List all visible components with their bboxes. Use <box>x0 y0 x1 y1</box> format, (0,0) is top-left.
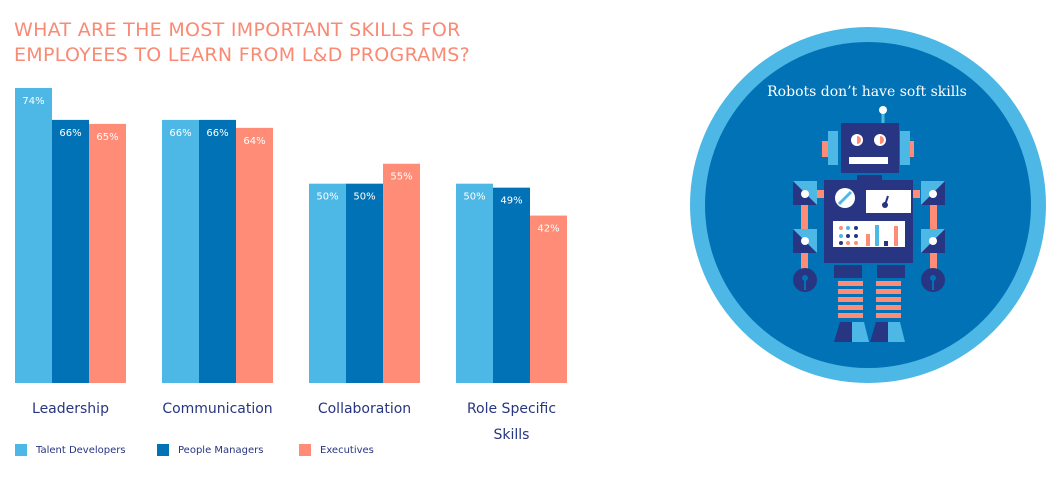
legend-swatch <box>299 444 311 456</box>
bar-value-label: 42% <box>537 224 559 235</box>
legend-label: Talent Developers <box>36 444 126 456</box>
bar <box>456 183 493 383</box>
legend-swatch <box>157 444 169 456</box>
bar-value-label: 66% <box>169 128 191 139</box>
bar <box>346 183 383 383</box>
bar <box>89 123 126 383</box>
bar-value-label: 49% <box>500 196 522 207</box>
category-label: Collaboration <box>318 401 411 417</box>
bar-value-label: 50% <box>463 192 485 203</box>
bar-value-label: 50% <box>353 192 375 203</box>
bar-value-label: 64% <box>243 136 265 147</box>
category-label: Leadership <box>32 401 109 417</box>
chart-title: WHAT ARE THE MOST IMPORTANT SKILLS FOR E… <box>14 19 471 66</box>
robot-icon <box>793 106 945 342</box>
bar <box>383 163 420 383</box>
bar <box>530 215 567 383</box>
bar-value-label: 66% <box>206 128 228 139</box>
bar <box>493 187 530 383</box>
bar <box>15 88 52 383</box>
bar <box>199 119 236 383</box>
legend-label: Executives <box>320 444 374 456</box>
legend-swatch <box>15 444 27 456</box>
bar <box>162 119 199 383</box>
bar-value-label: 55% <box>390 172 412 183</box>
legend-label: People Managers <box>178 444 264 456</box>
bar-chart: 74% 66% 65% Leadership 66% 66% 64% Communicatio… <box>15 88 567 443</box>
illustration-caption: Robots don’t have soft skills <box>767 84 967 100</box>
bar-value-label: 65% <box>96 132 118 143</box>
legend-item: Talent Developers <box>15 444 126 456</box>
legend-item: People Managers <box>157 444 263 456</box>
bar-value-label: 50% <box>316 192 338 203</box>
category-label: Skills <box>494 427 530 443</box>
bar <box>52 119 89 383</box>
category-label: Communication <box>162 401 272 417</box>
bar-value-label: 66% <box>59 128 81 139</box>
legend-item: Executives <box>299 444 374 456</box>
bar <box>309 183 346 383</box>
bar <box>236 127 273 383</box>
bar-value-label: 74% <box>22 96 44 107</box>
category-label: Role Specific <box>467 401 556 417</box>
